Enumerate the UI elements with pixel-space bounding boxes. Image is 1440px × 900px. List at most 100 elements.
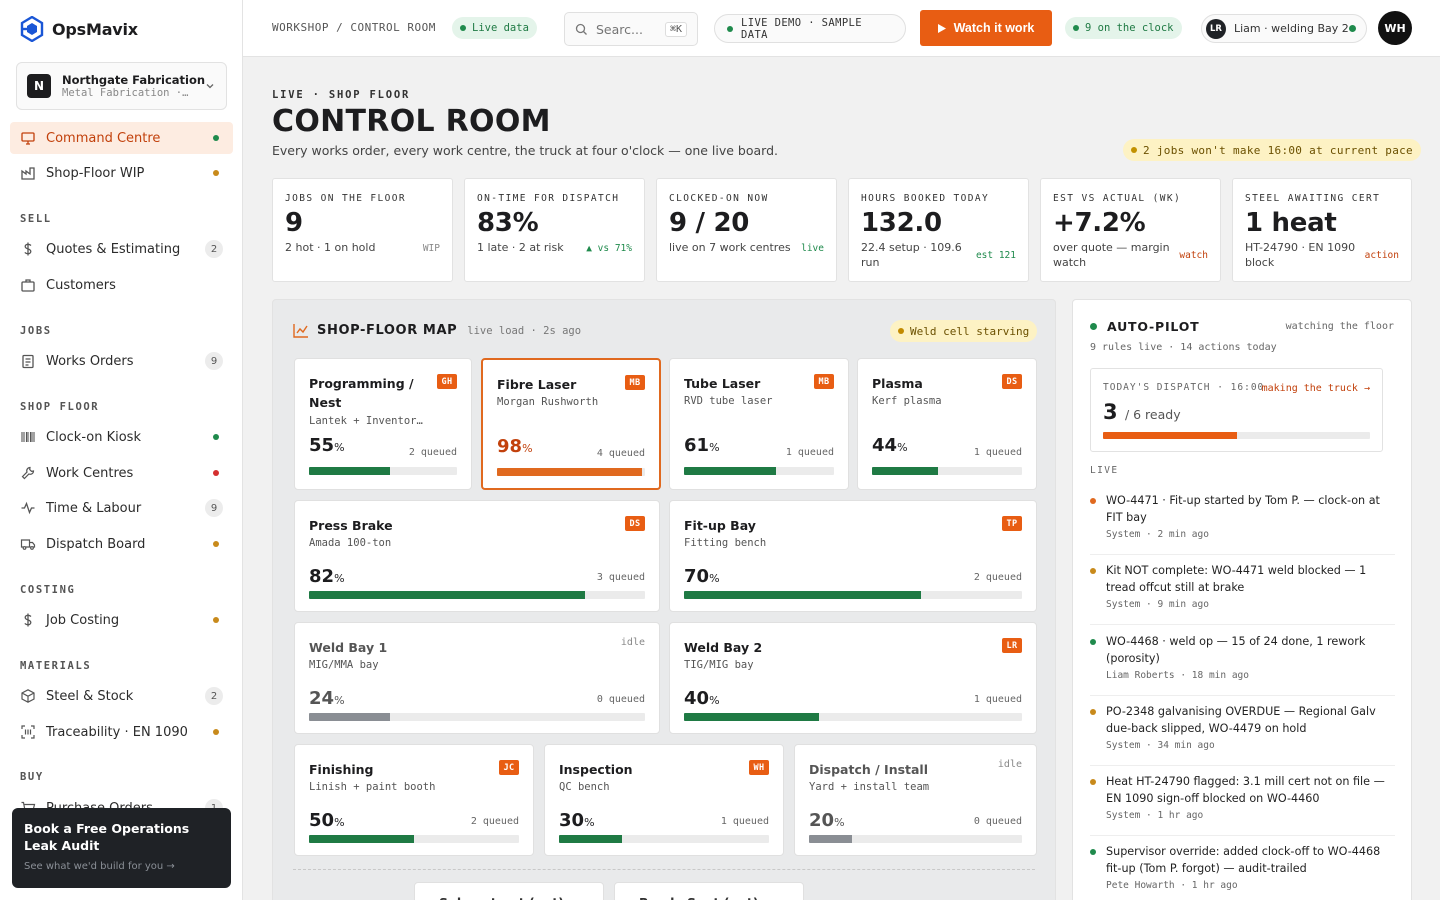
chevron-down-icon — [206, 84, 214, 89]
sidebar-item-shop-floor-wip[interactable]: Shop-Floor WIP — [10, 157, 233, 189]
event-meta: System · 9 min ago — [1106, 599, 1209, 610]
kpi-card[interactable]: JOBS ON THE FLOOR 9 2 hot · 1 on hold WI… — [272, 178, 453, 282]
work-centre-desc: Morgan Rushworth — [497, 396, 599, 408]
idle-tag: idle — [620, 637, 645, 648]
watch-it-work-button[interactable]: Watch it work — [920, 10, 1052, 46]
sidebar-item-time-labour[interactable]: Time & Labour 9 — [10, 492, 233, 524]
factory-icon — [21, 167, 35, 180]
event-text: WO-4468 · weld op — 15 of 24 done, 1 rew… — [1106, 635, 1366, 665]
operator-badge: LR — [1002, 638, 1022, 653]
work-centre-card[interactable]: Programming / Nest GH Lantek + Inventor…… — [294, 358, 472, 490]
load-bar — [684, 713, 1022, 721]
kpi-subtext: live on 7 work centres — [669, 241, 791, 254]
event-text: PO-2348 galvanising OVERDUE — Regional G… — [1106, 705, 1376, 735]
todays-dispatch-card[interactable]: TODAY'S DISPATCH · 16:00 making the truc… — [1090, 368, 1383, 452]
sidebar-item-label: Steel & Stock — [46, 688, 134, 704]
sidebar-item-work-centres[interactable]: Work Centres — [10, 457, 233, 489]
autopilot-title: AUTO-PILOT — [1107, 319, 1200, 334]
search-shortcut: ⌘K — [664, 21, 687, 37]
event-meta: Pete Howarth · 1 hr ago — [1106, 880, 1238, 891]
work-centre-desc: Linish + paint booth — [309, 781, 436, 793]
warning-text: 2 jobs won't make 16:00 at current pace — [1143, 143, 1413, 157]
status-dot — [213, 729, 219, 735]
queue-count: 1 queued — [973, 694, 1022, 705]
sidebar-item-works-orders[interactable]: Works Orders 9 — [10, 345, 233, 377]
sidebar-item-command-centre[interactable]: Command Centre — [10, 122, 233, 154]
status-dot — [213, 541, 219, 547]
live-event[interactable]: Supervisor override: added clock-off to … — [1090, 844, 1395, 891]
clock-dot — [1073, 25, 1079, 31]
sidebar-item-customers[interactable]: Customers — [10, 269, 233, 301]
work-centre-card[interactable]: Finishing JC Linish + paint booth 50% 2 … — [294, 744, 534, 856]
sidebar-item-label: Work Centres — [46, 465, 134, 481]
kpi-card[interactable]: HOURS BOOKED TODAY 132.0 22.4 setup · 10… — [848, 178, 1029, 282]
sidebar-item-label: Dispatch Board — [46, 536, 146, 552]
subcontract-out-card[interactable]: Subcontract (out) — [414, 882, 604, 900]
sidebar-item-label: Works Orders — [46, 353, 134, 369]
event-dot — [1090, 639, 1096, 645]
sidebar-item-clock-on-kiosk[interactable]: Clock-on Kiosk — [10, 421, 233, 453]
kpi-value: 9 / 20 — [669, 208, 750, 238]
map-title: SHOP-FLOOR MAP — [317, 323, 458, 338]
sidebar-item-traceability[interactable]: Traceability · EN 1090 — [10, 716, 233, 748]
sidebar-item-quotes[interactable]: Quotes & Estimating 2 — [10, 233, 233, 265]
work-centre-card[interactable]: Inspection WH QC bench 30% 1 queued — [544, 744, 784, 856]
live-event[interactable]: Heat HT-24790 flagged: 3.1 mill cert not… — [1090, 774, 1395, 821]
activity-icon — [21, 501, 35, 515]
event-dot — [1090, 498, 1096, 504]
sidebar: OpsMavix N Northgate Fabrication Metal F… — [0, 0, 243, 900]
queue-count: 1 queued — [973, 447, 1022, 458]
operator-badge: WH — [749, 760, 769, 775]
org-name: Northgate Fabrication — [62, 73, 206, 87]
current-operator-pill[interactable]: LR Liam · welding Bay 2 — [1201, 14, 1367, 43]
event-dot — [1090, 779, 1096, 785]
work-centre-card[interactable]: Weld Bay 1 idle MIG/MMA bay 24% 0 queued — [294, 622, 660, 734]
dispatch-link[interactable]: making the truck → — [1261, 383, 1370, 394]
search-input[interactable] — [596, 21, 652, 37]
load-bar — [309, 713, 645, 721]
kpi-card[interactable]: CLOCKED-ON NOW 9 / 20 live on 7 work cen… — [656, 178, 837, 282]
work-centre-card[interactable]: Plasma DS Kerf plasma 44% 1 queued — [857, 358, 1037, 490]
ready-sent-out-card[interactable]: Ready Sent (out) — [614, 882, 804, 900]
load-bar-fill — [872, 467, 938, 475]
kpi-card[interactable]: STEEL AWAITING CERT 1 heat HT-24790 · EN… — [1232, 178, 1412, 282]
sidebar-item-dispatch-board[interactable]: Dispatch Board — [10, 528, 233, 560]
work-centre-card[interactable]: Fibre Laser MB Morgan Rushworth 98% 4 qu… — [481, 358, 661, 490]
live-event[interactable]: PO-2348 galvanising OVERDUE — Regional G… — [1090, 704, 1395, 751]
work-centre-card[interactable]: Fit-up Bay TP Fitting bench 70% 2 queued — [669, 500, 1037, 612]
sidebar-item-label: Shop-Floor WIP — [46, 165, 145, 181]
sidebar-item-label: Clock-on Kiosk — [46, 429, 141, 445]
percent-sign: % — [334, 572, 345, 585]
alert-text: Weld cell starving — [910, 324, 1030, 338]
kpi-card[interactable]: EST VS ACTUAL (WK) +7.2% over quote — ma… — [1040, 178, 1221, 282]
work-centre-card[interactable]: Dispatch / Install idle Yard + install t… — [794, 744, 1037, 856]
app-logo[interactable]: OpsMavix — [20, 16, 138, 42]
kpi-value: 83% — [477, 208, 539, 238]
percent-sign: % — [709, 572, 720, 585]
live-event[interactable]: WO-4471 · Fit-up started by Tom P. — clo… — [1090, 493, 1395, 540]
percent-sign: % — [709, 694, 720, 707]
sidebar-item-label: Quotes & Estimating — [46, 241, 181, 257]
operator-avatar: LR — [1206, 18, 1226, 39]
live-event[interactable]: Kit NOT complete: WO-4471 weld blocked —… — [1090, 563, 1395, 610]
sidebar-item-steel-stock[interactable]: Steel & Stock 2 — [10, 680, 233, 712]
barcode-icon — [21, 432, 35, 442]
work-centre-name: Finishing — [309, 762, 374, 777]
load-value: 70 — [684, 566, 710, 587]
search-box[interactable]: ⌘K — [564, 12, 698, 46]
operator-badge: MB — [625, 375, 645, 390]
audit-promo-card[interactable]: Book a Free Operations Leak Audit See wh… — [12, 808, 231, 888]
live-heading: LIVE — [1090, 465, 1119, 476]
dispatch-total: / 6 ready — [1124, 407, 1181, 422]
user-avatar[interactable]: WH — [1378, 11, 1412, 45]
promo-link[interactable]: See what we'd build for you → — [24, 861, 175, 872]
sidebar-item-job-costing[interactable]: Job Costing — [10, 604, 233, 636]
work-centre-card[interactable]: Tube Laser MB RVD tube laser 61% 1 queue… — [669, 358, 849, 490]
kpi-tag: watch — [1179, 250, 1208, 261]
work-centre-card[interactable]: Weld Bay 2 LR TIG/MIG bay 40% 1 queued — [669, 622, 1037, 734]
section-heading-sell: SELL — [20, 213, 52, 225]
live-event[interactable]: WO-4468 · weld op — 15 of 24 done, 1 rew… — [1090, 634, 1395, 681]
kpi-card[interactable]: ON-TIME FOR DISPATCH 83% 1 late · 2 at r… — [464, 178, 645, 282]
org-switcher[interactable]: N Northgate Fabrication Metal Fabricatio… — [16, 62, 227, 110]
work-centre-card[interactable]: Press Brake DS Amada 100-ton 82% 3 queue… — [294, 500, 660, 612]
